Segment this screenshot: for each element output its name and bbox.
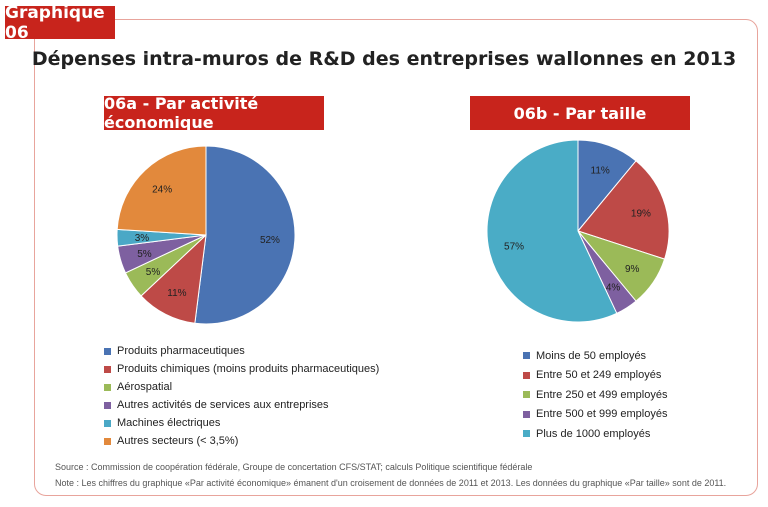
legend-activity: Produits pharmaceutiques Produits chimiqu… xyxy=(104,342,379,450)
pie-slice xyxy=(194,145,296,325)
legend-label: Autres activités de services aux entrepr… xyxy=(117,399,329,411)
legend-label: Produits chimiques (moins produits pharm… xyxy=(117,363,380,375)
legend-item: Entre 50 et 249 employés xyxy=(523,366,667,386)
legend-item: Moins de 50 employés xyxy=(523,346,667,366)
legend-item: Autres activités de services aux entrepr… xyxy=(104,396,379,414)
pie-slice xyxy=(577,160,670,260)
chart-a-title: 06a - Par activité économique xyxy=(104,94,324,132)
figure-title: Dépenses intra-muros de R&D des entrepri… xyxy=(31,48,737,70)
legend-label: Plus de 1000 employés xyxy=(536,427,651,440)
slice-data-label: 11% xyxy=(167,288,186,299)
slice-data-label: 5% xyxy=(137,249,152,260)
legend-item: Plus de 1000 employés xyxy=(523,424,667,444)
legend-item: Machines électriques xyxy=(104,414,379,432)
legend-label: Autres secteurs (< 3,5%) xyxy=(117,435,239,447)
legend-label: Machines électriques xyxy=(117,417,221,429)
slice-data-label: 19% xyxy=(631,209,651,220)
figure-frame xyxy=(34,19,758,496)
legend-item: Produits chimiques (moins produits pharm… xyxy=(104,360,379,378)
slice-data-label: 3% xyxy=(135,233,150,244)
slice-data-label: 24% xyxy=(152,184,172,195)
slice-data-label: 5% xyxy=(146,267,161,278)
legend-swatch xyxy=(104,383,111,391)
legend-swatch xyxy=(104,401,111,409)
legend-swatch xyxy=(104,437,111,445)
legend-swatch xyxy=(523,371,530,379)
legend-item: Entre 500 et 999 employés xyxy=(523,405,667,425)
slice-data-label: 4% xyxy=(606,282,621,293)
slice-data-label: 11% xyxy=(591,165,610,176)
legend-swatch xyxy=(523,430,530,438)
legend-item: Entre 250 et 499 employés xyxy=(523,385,667,405)
legend-swatch xyxy=(104,419,111,427)
data-note: Note : Les chiffres du graphique «Par ac… xyxy=(55,478,727,488)
figure-badge: Graphique 06 xyxy=(5,3,115,43)
chart-b-title: 06b - Par taille xyxy=(470,96,690,130)
legend-label: Entre 50 et 249 employés xyxy=(536,369,662,382)
legend-swatch xyxy=(104,347,111,355)
legend-swatch xyxy=(104,365,111,373)
legend-item: Autres secteurs (< 3,5%) xyxy=(104,432,379,450)
pie-slice xyxy=(486,139,618,323)
legend-size: Moins de 50 employés Entre 50 et 249 empl… xyxy=(523,346,667,444)
legend-item: Aérospatial xyxy=(104,378,379,396)
slice-data-label: 9% xyxy=(625,264,640,275)
pie-slice xyxy=(116,145,207,236)
legend-label: Entre 500 et 999 employés xyxy=(536,408,668,421)
source-note: Source : Commission de coopération fédér… xyxy=(55,462,533,472)
legend-label: Aérospatial xyxy=(117,381,173,393)
legend-label: Entre 250 et 499 employés xyxy=(536,388,668,401)
legend-item: Produits pharmaceutiques xyxy=(104,342,379,360)
slice-data-label: 57% xyxy=(504,241,524,252)
legend-label: Produits pharmaceutiques xyxy=(117,345,245,357)
legend-label: Moins de 50 employés xyxy=(536,349,647,362)
legend-swatch xyxy=(523,352,530,360)
legend-swatch xyxy=(523,391,530,399)
slice-data-label: 52% xyxy=(260,235,280,246)
legend-swatch xyxy=(523,410,530,418)
